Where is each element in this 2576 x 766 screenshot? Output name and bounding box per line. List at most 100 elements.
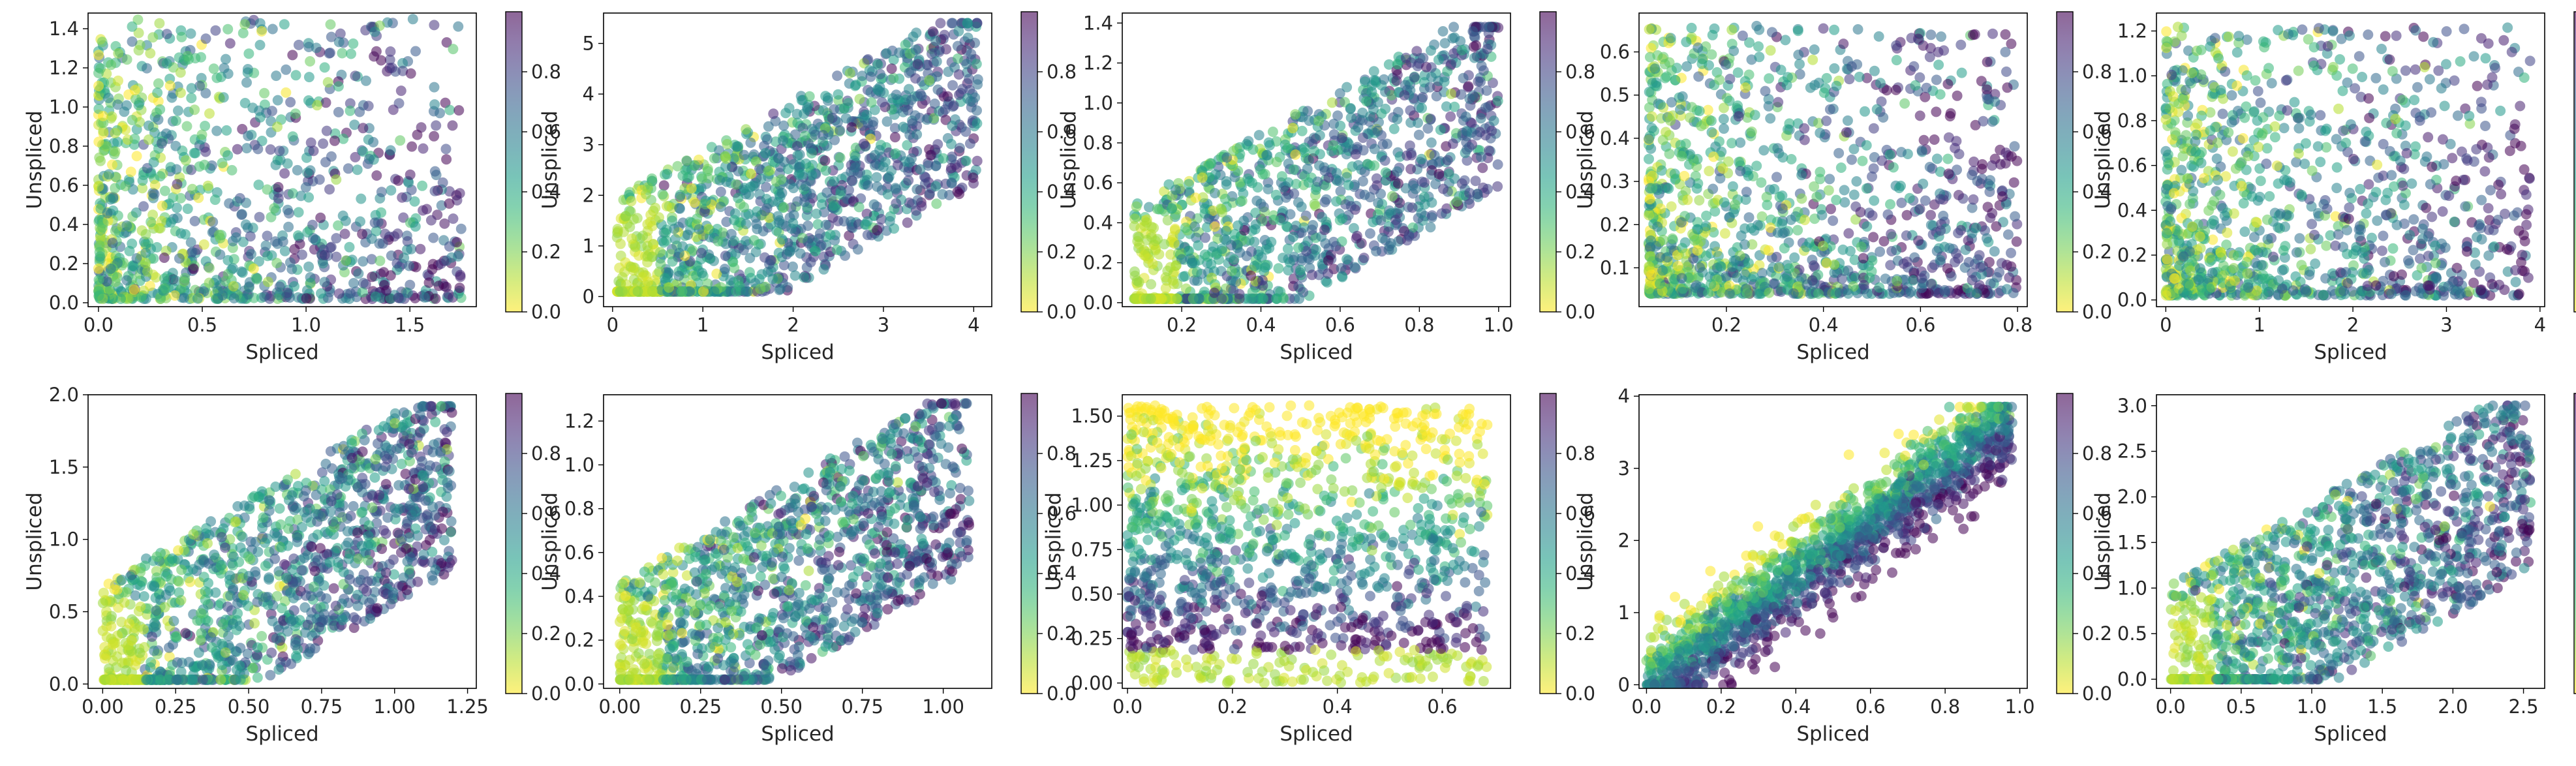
scatter-point bbox=[1710, 206, 1721, 217]
scatter-point bbox=[942, 91, 953, 102]
scatter-point bbox=[1141, 234, 1152, 245]
y-axis-label: Unspliced bbox=[1574, 110, 1597, 209]
scatter-point bbox=[634, 250, 644, 261]
scatter-point bbox=[1766, 214, 1777, 225]
scatter-point bbox=[1129, 221, 1140, 232]
scatter-point bbox=[106, 111, 117, 122]
scatter-point bbox=[166, 92, 177, 103]
scatter-point bbox=[697, 173, 707, 184]
scatter-point bbox=[759, 206, 771, 217]
scatter-point bbox=[1924, 52, 1935, 63]
scatter-point bbox=[1411, 46, 1422, 57]
scatter-point bbox=[1693, 71, 1704, 82]
scatter-point bbox=[1967, 202, 1978, 213]
scatter-point bbox=[1399, 90, 1410, 100]
scatter-point bbox=[1679, 170, 1690, 181]
scatter-point bbox=[778, 260, 790, 271]
scatter-point bbox=[1818, 23, 1829, 34]
scatter-point bbox=[211, 125, 222, 136]
scatter-point bbox=[1753, 41, 1764, 52]
scatter-point bbox=[1390, 215, 1401, 225]
scatter-point bbox=[350, 151, 361, 162]
scatter-point bbox=[254, 256, 264, 267]
scatter-point bbox=[443, 289, 454, 299]
scatter-point bbox=[744, 253, 756, 264]
scatter-point bbox=[307, 219, 318, 230]
scatter-point bbox=[1288, 232, 1299, 242]
scatter-point bbox=[850, 151, 861, 162]
scatter-point bbox=[746, 168, 757, 179]
scatter-point bbox=[872, 181, 883, 192]
scatter-point bbox=[1686, 22, 1697, 33]
scatter-point bbox=[1345, 201, 1357, 212]
colorbar-tick-label: 0.6 bbox=[1565, 121, 1595, 143]
scatter-point bbox=[871, 172, 882, 183]
scatter-point bbox=[357, 228, 368, 239]
scatter-point bbox=[1931, 245, 1942, 256]
scatter-point bbox=[1967, 275, 1978, 286]
scatter-point bbox=[1293, 197, 1304, 208]
scatter-point bbox=[1867, 210, 1878, 221]
scatter-point bbox=[1357, 107, 1368, 118]
scatter-point bbox=[1221, 152, 1233, 163]
axes-frame bbox=[87, 12, 477, 307]
scatter-point bbox=[1471, 40, 1482, 51]
scatter-point bbox=[422, 204, 432, 215]
scatter-point bbox=[1944, 111, 1955, 122]
scatter-point bbox=[1782, 124, 1793, 135]
y-tick-label: 0.0 bbox=[49, 292, 79, 314]
scatter-point bbox=[1424, 82, 1435, 93]
scatter-point bbox=[760, 147, 771, 159]
scatter-point bbox=[889, 123, 900, 134]
scatter-point bbox=[2009, 141, 2020, 152]
colorbar: 0.00.20.40.60.8 bbox=[2056, 11, 2112, 323]
scatter-point bbox=[174, 52, 185, 63]
scatter-point bbox=[358, 123, 369, 134]
scatter-point bbox=[253, 144, 264, 155]
scatter-point bbox=[1916, 145, 1927, 156]
scatter-point bbox=[290, 70, 301, 81]
scatter-point bbox=[1880, 273, 1891, 284]
scatter-point bbox=[324, 48, 335, 59]
scatter-point bbox=[1233, 220, 1244, 231]
scatter-point bbox=[1417, 102, 1427, 114]
scatter-point bbox=[1901, 209, 1912, 221]
scatter-point bbox=[194, 80, 206, 91]
scatter-point bbox=[187, 183, 198, 194]
scatter-point bbox=[1796, 170, 1807, 181]
scatter-point bbox=[274, 281, 285, 292]
scatter-point bbox=[1680, 248, 1691, 259]
scatter-point bbox=[452, 195, 463, 206]
scatter-point bbox=[1236, 195, 1248, 206]
scatter-point bbox=[930, 35, 942, 46]
scatter-point bbox=[1665, 115, 1676, 126]
scatter-point bbox=[386, 185, 397, 196]
scatter-point bbox=[431, 120, 442, 131]
scatter-point bbox=[1482, 44, 1493, 54]
scatter-point bbox=[1435, 125, 1446, 135]
scatter-point bbox=[435, 108, 446, 119]
scatter-point bbox=[810, 129, 821, 140]
scatter-point bbox=[300, 182, 311, 193]
scatter-point bbox=[1735, 166, 1746, 177]
scatter-point bbox=[838, 216, 850, 227]
scatter-point bbox=[273, 181, 284, 192]
scatter-point bbox=[1206, 259, 1217, 269]
scatter-point bbox=[444, 186, 455, 197]
scatter-point bbox=[1146, 279, 1157, 290]
scatter-point bbox=[1916, 283, 1927, 294]
scatter-point bbox=[369, 51, 380, 62]
scatter-point bbox=[672, 161, 683, 172]
scatter-point bbox=[293, 39, 304, 50]
scatter-point bbox=[1974, 250, 1985, 261]
colorbar-tick-label: 0.4 bbox=[2082, 181, 2112, 203]
scatter-point bbox=[150, 272, 161, 283]
scatter-point bbox=[1657, 134, 1668, 146]
scatter-point bbox=[1805, 82, 1816, 93]
scatter-point bbox=[1189, 275, 1200, 286]
scatter-point bbox=[790, 129, 801, 140]
scatter-point bbox=[825, 229, 836, 240]
scatter-point bbox=[321, 125, 332, 136]
scatter-point bbox=[792, 141, 803, 152]
scatter-point bbox=[840, 113, 851, 124]
